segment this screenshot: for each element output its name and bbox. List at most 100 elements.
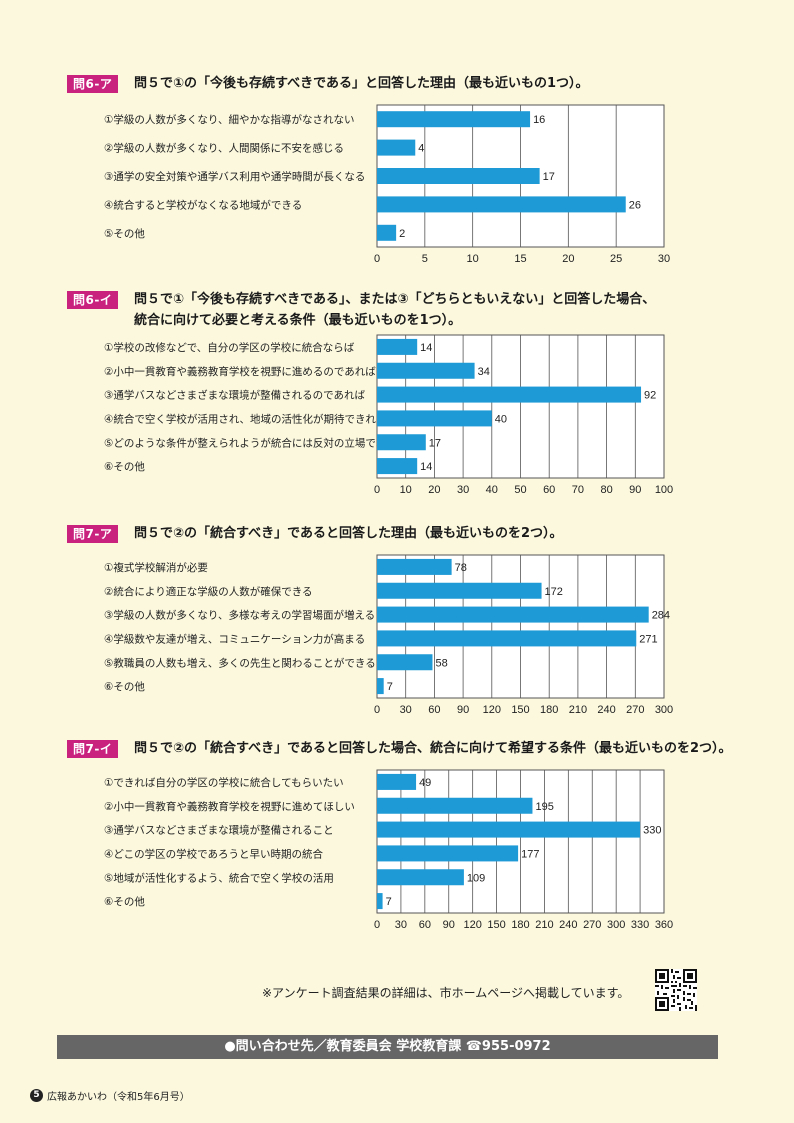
x-tick-label: 60 [543,484,555,496]
value-label: 7 [387,681,393,693]
bar [377,821,641,838]
x-tick-label: 180 [540,704,558,716]
footnote: ※アンケート調査結果の詳細は、市ホームページへ掲載しています。 [262,986,630,1000]
bar-chart-q7i: 0 30 60 90 120 150 180 210 240 270 300 330 360 ①できれば自… [104,769,673,931]
bar [377,893,383,910]
value-label: 40 [495,413,507,425]
x-tick-label: 270 [626,704,644,716]
value-label: 284 [652,610,670,622]
x-tick-label: 180 [511,919,529,931]
x-tick-label: 70 [572,484,584,496]
bar [377,196,626,213]
x-tick-label: 80 [600,484,612,496]
x-tick-label: 100 [655,484,673,496]
value-label: 109 [467,872,485,884]
x-tick-label: 30 [400,704,412,716]
bar [377,773,417,790]
category-label: ⑥その他 [104,680,145,693]
question-tag: 問7-イ [67,740,119,758]
x-tick-label: 50 [514,484,526,496]
value-label: 49 [419,777,431,789]
bar [377,139,416,156]
x-tick-label: 20 [562,253,574,265]
bar [377,606,649,623]
bar [377,338,418,355]
bar [377,678,384,695]
bar [377,386,642,403]
value-label: 195 [535,801,553,813]
category-label: ③通学バスなどさまざまな環境が整備されること [104,824,334,837]
x-tick-label: 210 [535,919,553,931]
category-label: ②小中一貫教育や義務教育学校を視野に進めてほしい [104,800,355,813]
bar-chart-q7a: 0 30 60 90 120 150 180 210 240 270 300 ①複式学校解消が必要 78… [104,554,673,716]
category-label: ①学級の人数が多くなり、細やかな指導がなされない [104,113,355,126]
value-label: 34 [478,366,490,378]
value-label: 2 [399,228,405,240]
value-label: 17 [543,171,555,183]
category-label: ③学級の人数が多くなり、多様な考えの学習場面が増える [104,609,375,622]
value-label: 58 [435,657,447,669]
bar [377,869,464,886]
x-tick-label: 90 [457,704,469,716]
value-label: 92 [644,390,656,402]
qr-code-icon[interactable] [655,969,697,1011]
x-tick-label: 90 [629,484,641,496]
x-tick-label: 270 [583,919,601,931]
x-tick-label: 360 [655,919,673,931]
category-label: ④統合すると学校がなくなる地域ができる [104,198,302,211]
bar-chart-q6a: 0 5 10 15 20 25 30 ①学級の人数が多くなり、細やかな指導がなされない 16 ②学… [104,104,670,265]
x-tick-label: 10 [400,484,412,496]
value-label: 271 [639,633,657,645]
x-tick-label: 300 [607,919,625,931]
x-tick-label: 0 [374,704,380,716]
category-label: ④どこの学区の学校であろうと早い時期の統合 [104,847,323,860]
publication-name: 広報あかいわ（令和5年6月号） [47,1092,190,1103]
value-label: 26 [629,199,641,211]
category-label: ①できれば自分の学区の学校に統合してもらいたい [104,776,344,789]
page-footer: 5 広報あかいわ（令和5年6月号） [30,1088,190,1103]
bar [377,630,637,647]
x-tick-label: 20 [428,484,440,496]
category-label: ②学級の人数が多くなり、人間関係に不安を感じる [104,142,344,155]
bar [377,362,475,379]
x-tick-label: 240 [559,919,577,931]
x-tick-label: 300 [655,704,673,716]
value-label: 14 [420,461,432,473]
category-label: ②小中一貫教育や義務教育学校を視野に進めるのであれば [104,365,376,378]
x-tick-label: 60 [428,704,440,716]
bar [377,654,433,671]
x-tick-label: 120 [483,704,501,716]
x-tick-label: 120 [463,919,481,931]
x-tick-label: 60 [419,919,431,931]
x-tick-label: 30 [658,253,670,265]
x-tick-label: 10 [467,253,479,265]
bar [377,797,533,814]
bar [377,845,519,862]
question-text: 問５で①「今後も存続すべきである」、または③「どちらともいえない」と回答した場合… [134,292,656,307]
category-label: ③通学バスなどさまざまな環境が整備されるのであれば [104,389,365,402]
question-text-line2: 統合に向けて必要と考える条件（最も近いものを1つ）。 [134,313,462,328]
value-label: 14 [420,342,432,354]
question-tag: 問7-ア [67,525,119,543]
bar [377,111,531,128]
category-label: ⑤地域が活性化するよう、統合で空く学校の活用 [104,871,334,884]
x-tick-label: 5 [422,253,428,265]
x-tick-label: 240 [597,704,615,716]
x-tick-label: 40 [486,484,498,496]
x-tick-label: 0 [374,484,380,496]
category-label: ④学級数や友達が増え、コミュニケーション力が高まる [104,632,365,645]
page-number: 5 [30,1089,43,1102]
bar [377,558,452,575]
bar [377,410,492,427]
category-label: ⑥その他 [104,895,145,908]
category-label: ②統合により適正な学級の人数が確保できる [104,585,313,598]
question-tag: 問6-イ [67,291,119,309]
question-text: 問５で②の「統合すべき」であると回答した場合、統合に向けて希望する条件（最も近い… [134,741,732,756]
bar [377,458,418,475]
value-label: 78 [455,562,467,574]
x-tick-label: 90 [443,919,455,931]
value-label: 172 [545,586,563,598]
category-label: ⑤どのような条件が整えられようが統合には反対の立場である [104,436,397,449]
x-tick-label: 30 [457,484,469,496]
value-label: 17 [429,437,441,449]
